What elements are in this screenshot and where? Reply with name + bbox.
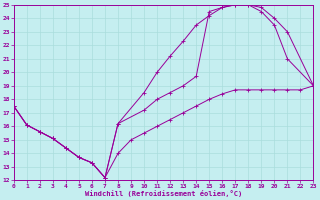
X-axis label: Windchill (Refroidissement éolien,°C): Windchill (Refroidissement éolien,°C) [85, 190, 242, 197]
